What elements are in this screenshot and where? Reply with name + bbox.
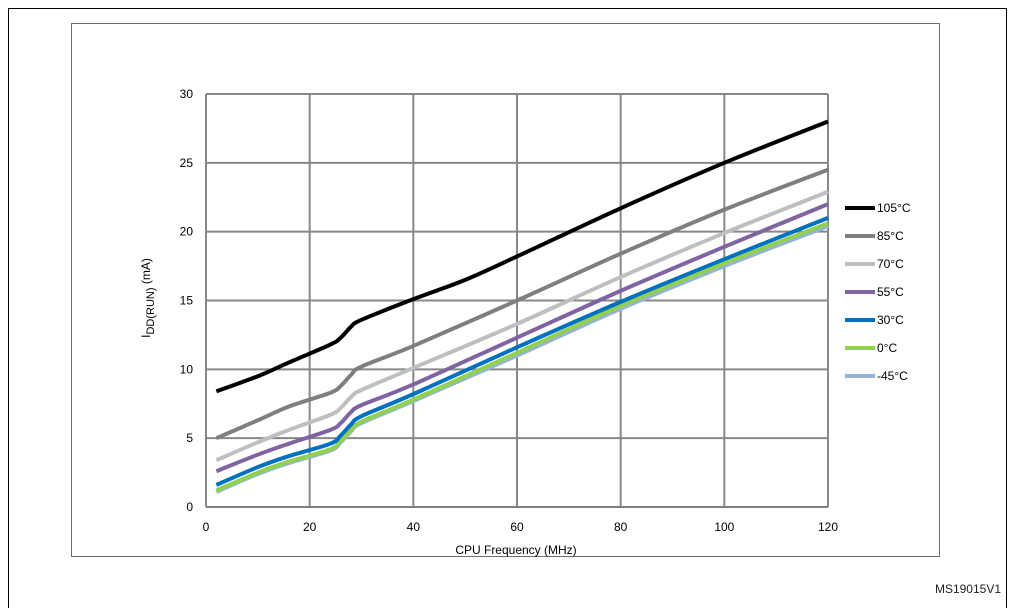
legend-label: 0°C xyxy=(877,341,897,355)
y-axis-label-unit: (mA) xyxy=(139,258,153,287)
x-tick-label: 100 xyxy=(714,520,734,534)
figure-frame xyxy=(8,8,1007,608)
y-tick-label: 0 xyxy=(186,500,193,514)
x-tick-label: 80 xyxy=(614,520,628,534)
tick-labels: 0 5 10 15 20 25 30 0 20 40 60 80 100 120 xyxy=(180,87,839,534)
legend-label: 85°C xyxy=(877,229,904,243)
legend-label: 30°C xyxy=(877,313,904,327)
series-line xyxy=(215,167,829,441)
series-line xyxy=(215,189,829,463)
y-tick-label: 30 xyxy=(180,87,194,101)
y-tick-label: 15 xyxy=(180,294,194,308)
x-tick-label: 0 xyxy=(203,520,210,534)
y-axis-label-main: I xyxy=(139,335,153,338)
legend-label: 70°C xyxy=(877,257,904,271)
figure-id-label: MS19015V1 xyxy=(934,582,1001,596)
x-axis-label: CPU Frequency (MHz) xyxy=(455,543,576,557)
series-lines xyxy=(215,119,829,494)
x-tick-label: 20 xyxy=(303,520,317,534)
y-tick-label: 20 xyxy=(180,225,194,239)
y-tick-label: 25 xyxy=(180,156,194,170)
chart-area-frame xyxy=(71,23,940,557)
series-line xyxy=(215,221,829,493)
series-line xyxy=(215,119,829,394)
y-tick-label: 10 xyxy=(180,362,194,376)
x-tick-label: 120 xyxy=(818,520,838,534)
series-line xyxy=(215,216,829,487)
y-axis-label-subscript: DD(RUN) xyxy=(145,287,157,334)
legend-label: 55°C xyxy=(877,285,904,299)
y-axis-label: IDD(RUN) (mA) xyxy=(139,258,157,338)
series-line xyxy=(215,202,829,474)
y-tick-label: 5 xyxy=(186,431,193,445)
x-tick-label: 60 xyxy=(510,520,524,534)
legend-label: -45°C xyxy=(877,369,908,383)
x-tick-label: 40 xyxy=(407,520,421,534)
legend-label: 105°C xyxy=(877,201,911,215)
legend: 105°C 85°C 70°C 55°C 30°C 0°C -45°C xyxy=(845,201,911,383)
